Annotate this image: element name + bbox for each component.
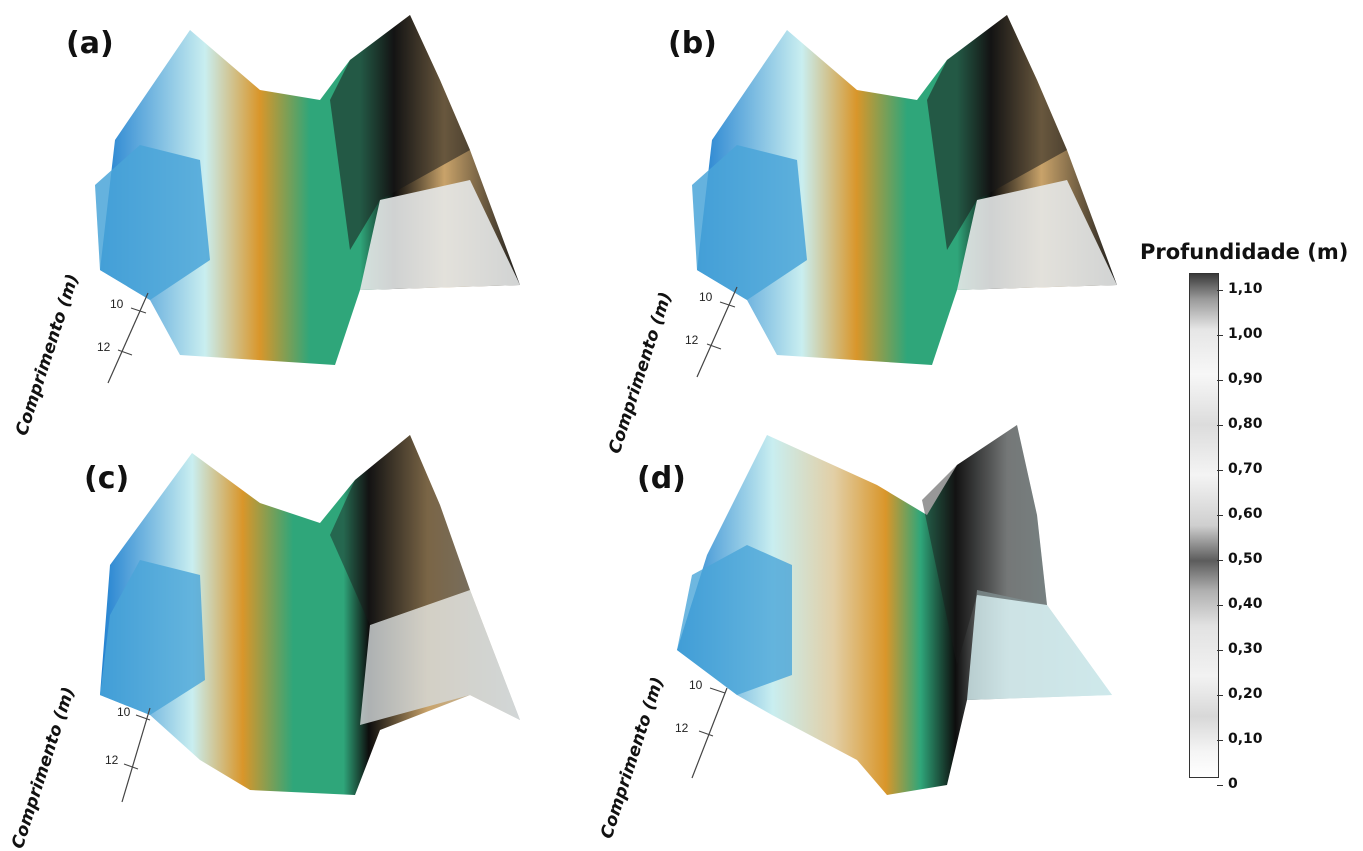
terrain-dark-region [927, 15, 1067, 250]
legend-tick-mark [1217, 290, 1223, 291]
axis-tick-label: 10 [689, 678, 703, 692]
axis-tick [130, 307, 147, 314]
surface-plot-c [100, 435, 520, 803]
legend-tick-label: 0 [1228, 776, 1238, 792]
panel-b: (b) 10 12 Comprimento (m) [597, 0, 1157, 456]
terrain-grey-region [967, 590, 1112, 700]
surface-plot-b [692, 15, 1117, 378]
legend-tick-mark [1217, 335, 1223, 336]
axis-tick-label: 12 [97, 340, 111, 354]
axis-line [691, 687, 728, 779]
panel-label: (d) [637, 461, 686, 496]
axis-tick-label: 10 [110, 297, 124, 311]
legend-tick-label: 0,80 [1228, 416, 1263, 432]
axis-tick [698, 730, 714, 737]
legend-tick-label: 0,10 [1228, 731, 1263, 747]
axis-tick-label: 12 [105, 753, 119, 767]
surface-plot-a [95, 15, 520, 384]
legend-tick-label: 0,20 [1228, 686, 1263, 702]
surface-plot-d [677, 425, 1112, 795]
panel-d: (d) 10 12 Comprimento (m) [597, 425, 1157, 849]
terrain-blue-region [692, 145, 807, 300]
legend-tick-mark [1217, 695, 1223, 696]
panel-label: (a) [66, 26, 114, 61]
legend-tick-label: 0,60 [1228, 506, 1263, 522]
axis-tick [135, 714, 151, 721]
legend-tick-label: 0,50 [1228, 551, 1263, 567]
terrain-grey-region [360, 590, 520, 725]
axis-tick [123, 763, 139, 770]
panel-label: (c) [84, 461, 130, 496]
legend-tick-label: 0,70 [1228, 461, 1263, 477]
legend-tick-mark [1217, 650, 1223, 651]
axis-tick-label: 10 [117, 705, 131, 719]
axis-tick-label: 12 [675, 721, 689, 735]
legend-tick-label: 0,30 [1228, 641, 1263, 657]
legend-colorbar [1189, 273, 1219, 778]
terrain-dark-region [922, 425, 1047, 665]
axis-tick-label: 12 [685, 333, 699, 347]
axis-line [121, 707, 151, 803]
legend-tick-mark [1217, 425, 1223, 426]
terrain-surface [677, 425, 1112, 795]
terrain-dark-region [330, 15, 470, 250]
legend-tick-mark [1217, 560, 1223, 561]
axis-tick [719, 301, 736, 308]
legend-tick-label: 0,40 [1228, 596, 1263, 612]
legend-tick-mark [1217, 605, 1223, 606]
terrain-grey-region [957, 180, 1117, 290]
legend-tick-mark [1217, 740, 1223, 741]
legend-tick-mark [1217, 785, 1223, 786]
terrain-blue-region [100, 560, 205, 715]
axis-tick-label: 10 [699, 290, 713, 304]
axis-line [696, 286, 738, 378]
legend-tick-mark [1217, 380, 1223, 381]
legend-tick-label: 0,90 [1228, 371, 1263, 387]
terrain-blue-region [95, 145, 210, 300]
legend-tick-mark [1217, 515, 1223, 516]
panel-a: (a) 10 12 Comprimento (m) [0, 0, 560, 438]
legend-title: Profundidade (m) [1140, 240, 1349, 264]
axis-line [107, 292, 149, 384]
axis-tick [706, 343, 722, 350]
panel-label: (b) [668, 26, 717, 61]
terrain-dark-region [330, 435, 470, 625]
axis-tick [709, 687, 726, 694]
legend-tick-label: 1,00 [1228, 326, 1263, 342]
terrain-blue-region [677, 545, 792, 695]
axis-tick [117, 349, 133, 356]
legend-tick-mark [1217, 470, 1223, 471]
panel-c: (c) 10 12 Comprimento (m) [0, 425, 560, 851]
terrain-grey-region [360, 180, 520, 290]
legend-tick-label: 1,10 [1228, 281, 1263, 297]
